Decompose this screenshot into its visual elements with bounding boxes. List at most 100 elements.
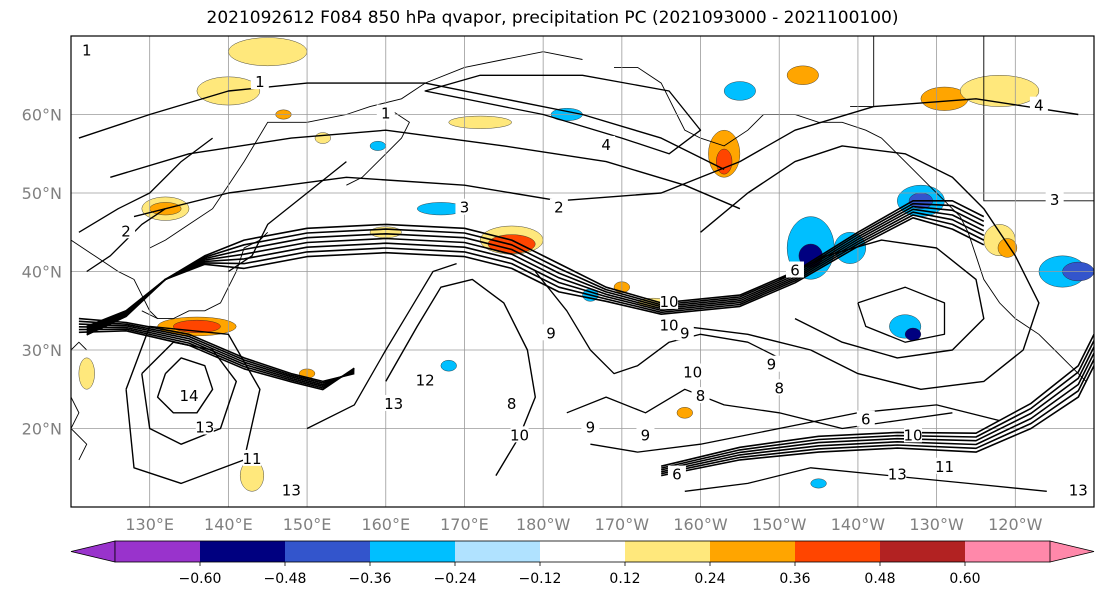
precip-blob <box>228 37 308 67</box>
contour-line <box>86 217 985 336</box>
lat-tick-label: 60°N <box>22 106 62 125</box>
coastline-segment <box>71 396 88 461</box>
map-frame <box>70 35 1095 508</box>
chart-title: 2021092612 F084 850 hPa qvapor, precipit… <box>206 8 899 28</box>
contour-label: 13 <box>1069 481 1088 499</box>
colorbar-band <box>965 541 1051 562</box>
coastline-segment <box>141 231 269 320</box>
lon-tick-label: 130°W <box>909 515 964 534</box>
contour-label: 1 <box>82 42 92 60</box>
colorbar: −0.60 −0.48 −0.36 −0.24 −0.12 0.12 0.24 0.36 0.4… <box>70 540 1095 587</box>
contour-line <box>590 404 1000 453</box>
coastline-segment <box>614 66 1087 382</box>
contour-line <box>857 286 946 343</box>
colorbar-band <box>285 541 371 562</box>
contour-label-bg <box>660 316 679 333</box>
contour-label-bg <box>785 261 804 278</box>
lon-tick-label: 120°W <box>988 515 1043 534</box>
contour-line <box>385 278 536 476</box>
contour-label-bg <box>77 41 96 58</box>
colorbar-tick-label: −0.24 <box>434 571 477 587</box>
contour-line <box>125 325 261 485</box>
precip-blob <box>78 357 95 390</box>
contour-label: 14 <box>179 387 198 405</box>
contour-line <box>534 271 780 375</box>
contour-label: 13 <box>888 466 907 484</box>
colorbar-band <box>880 541 966 562</box>
contour-line <box>566 388 953 430</box>
contour-line <box>78 82 725 171</box>
contour-label-bg <box>542 324 561 341</box>
contour-line <box>661 359 1094 475</box>
contour-label: 9 <box>680 324 690 342</box>
lon-tick-label: 140°E <box>204 515 253 534</box>
contour-label: 11 <box>242 450 261 468</box>
contour-label-bg <box>242 449 261 466</box>
colorbar-extend-high <box>1049 540 1095 563</box>
lat-tick-label: 40°N <box>22 263 62 282</box>
contour-line <box>133 98 1079 218</box>
contour-label-bg <box>250 73 269 90</box>
colorbar-tick-label: 0.48 <box>864 571 895 587</box>
lat-tick-label: 30°N <box>22 341 62 360</box>
contour-label-bg <box>762 355 781 372</box>
precip-blob <box>369 140 386 151</box>
contour-line <box>684 467 1047 492</box>
contour-label-bg <box>636 426 655 443</box>
contour-label-bg <box>683 363 702 380</box>
contour-label: 9 <box>546 324 556 342</box>
contour-line <box>78 317 355 383</box>
colorbar-band <box>710 541 796 562</box>
lon-tick-label: 130°E <box>125 515 174 534</box>
contour-line <box>86 214 985 335</box>
qvapor-contours <box>78 74 1094 492</box>
contour-label: 3 <box>460 199 470 217</box>
contour-label: 4 <box>601 136 611 154</box>
contour-label-bg <box>935 457 954 474</box>
contour-label-bg <box>888 465 907 482</box>
contour-label: 13 <box>384 395 403 413</box>
contour-label: 11 <box>935 458 954 476</box>
colorbar-tick-label: 0.12 <box>609 571 640 587</box>
lon-tick-label: 170°E <box>440 515 489 534</box>
contour-line <box>424 74 702 155</box>
longitude-axis: 130°E 140°E 150°E 160°E 170°E 180°W 170°W 160°W… <box>125 515 1042 534</box>
contour-label-bg <box>376 104 395 121</box>
contour-label-bg <box>675 324 694 341</box>
contour-label: 13 <box>195 419 214 437</box>
colorbar-band <box>200 541 286 562</box>
contour-label-bg <box>597 135 616 152</box>
colorbar-band <box>455 541 541 562</box>
contour-label-bg <box>195 418 214 435</box>
contour-label: 8 <box>507 395 517 413</box>
latitude-axis: 20°N 30°N 40°N 50°N 60°N <box>22 106 62 439</box>
contour-line <box>86 208 985 332</box>
contour-label-bg <box>510 426 529 443</box>
contour-label-bg <box>691 387 710 404</box>
contour-line <box>661 365 1094 477</box>
lon-tick-label: 140°W <box>831 515 886 534</box>
contour-label: 4 <box>1034 97 1044 115</box>
contour-label: 6 <box>672 466 682 484</box>
contour-line <box>78 137 213 233</box>
contour-line <box>141 341 237 445</box>
precip-blob <box>904 327 922 341</box>
contour-label: 8 <box>774 379 784 397</box>
contour-label-bg <box>549 198 568 215</box>
colorbar-band <box>795 541 881 562</box>
contour-line <box>661 333 1094 467</box>
contour-line <box>684 145 1040 390</box>
contour-label-bg <box>384 394 403 411</box>
contour-line <box>86 200 985 328</box>
contour-line <box>156 357 214 414</box>
colorbar-band <box>540 541 626 562</box>
contour-label: 13 <box>282 481 301 499</box>
contour-label-bg <box>282 481 301 498</box>
contour-label: 6 <box>861 411 871 429</box>
precip-blob <box>723 81 756 101</box>
contour-label-bg <box>1069 481 1088 498</box>
contour-label-bg <box>117 222 136 239</box>
contour-label-bg <box>416 371 435 388</box>
contour-line <box>86 208 166 273</box>
